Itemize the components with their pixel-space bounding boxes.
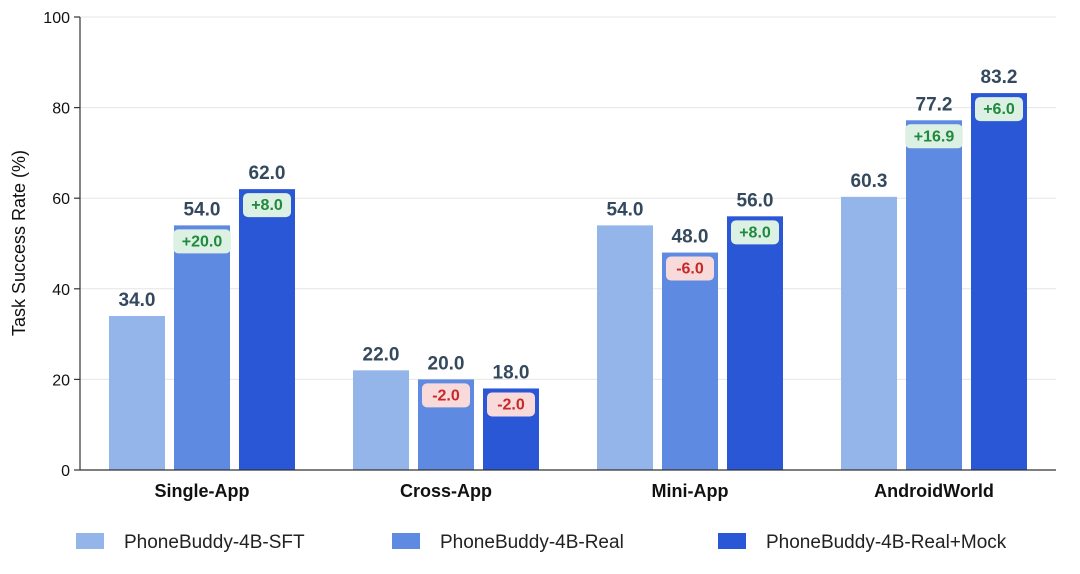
bar-value-label: 83.2 <box>981 67 1018 88</box>
bar <box>353 370 409 470</box>
delta-badge-text: -6.0 <box>676 261 704 278</box>
legend-swatch <box>718 533 746 549</box>
delta-badge-negative: -2.0 <box>422 383 470 408</box>
bar-value-label: 54.0 <box>184 199 221 220</box>
bar-value-label: 20.0 <box>428 353 465 374</box>
bar-value-label: 77.2 <box>916 94 953 115</box>
bar-value-label: 56.0 <box>737 190 774 211</box>
delta-badge-text: +20.0 <box>182 233 223 250</box>
bar-value-label: 22.0 <box>363 344 400 365</box>
x-category-label: Single-App <box>155 481 250 501</box>
bar-value-label: 34.0 <box>119 290 156 311</box>
bar <box>906 120 962 470</box>
legend-item: PhoneBuddy-4B-SFT <box>76 532 305 553</box>
delta-badge-negative: -6.0 <box>666 256 714 281</box>
delta-badge-bg <box>173 229 231 254</box>
delta-badge-positive: +8.0 <box>731 220 779 245</box>
bar <box>174 225 230 470</box>
y-tick-label: 0 <box>61 463 70 480</box>
x-category-labels: Single-App Cross-App Mini-App AndroidWorld <box>155 481 994 501</box>
legend-item: PhoneBuddy-4B-Real+Mock <box>718 532 1007 553</box>
y-ticks: 0 20 40 60 80 100 <box>43 10 80 480</box>
legend-label: PhoneBuddy-4B-Real <box>440 532 624 553</box>
delta-badge-positive: +8.0 <box>243 193 291 218</box>
bar-value-label: 60.3 <box>851 171 888 192</box>
bar-value-label: 18.0 <box>493 362 530 383</box>
bar <box>841 196 897 470</box>
delta-badge-positive: +6.0 <box>975 97 1023 122</box>
bar <box>971 93 1027 470</box>
bar <box>662 252 718 470</box>
axes <box>79 17 1056 471</box>
bar-value-label: 62.0 <box>249 163 286 184</box>
delta-badge-positive: +20.0 <box>173 229 231 254</box>
y-tick-label: 100 <box>43 10 70 27</box>
delta-badge-text: -2.0 <box>497 396 525 413</box>
delta-badge-text: +16.9 <box>914 128 955 145</box>
delta-badges: +20.0 +8.0 -2.0 -2.0 -6.0 +8.0 +16.9 +6.0 <box>173 97 1023 417</box>
y-axis-title: Task Success Rate (%) <box>9 150 29 336</box>
legend-item: PhoneBuddy-4B-Real <box>392 532 624 553</box>
bar <box>597 225 653 470</box>
legend-swatch <box>76 533 104 549</box>
y-tick-label: 80 <box>52 101 70 118</box>
delta-badge-bg <box>666 256 714 281</box>
delta-badge-positive: +16.9 <box>905 124 963 149</box>
bar-value-label: 48.0 <box>672 227 709 248</box>
delta-badge-text: +8.0 <box>251 197 283 214</box>
y-tick-label: 60 <box>52 191 70 208</box>
x-category-label: Cross-App <box>400 481 492 501</box>
y-tick-label: 20 <box>52 372 70 389</box>
delta-badge-bg <box>243 193 291 218</box>
delta-badge-text: +8.0 <box>739 224 771 241</box>
delta-badge-bg <box>975 97 1023 122</box>
legend-label: PhoneBuddy-4B-SFT <box>124 532 305 553</box>
legend-swatch <box>392 533 420 549</box>
x-category-label: Mini-App <box>652 481 729 501</box>
delta-badge-bg <box>731 220 779 245</box>
delta-badge-text: -2.0 <box>432 387 460 404</box>
bar-value-label: 54.0 <box>607 199 644 220</box>
value-labels: 34.0 54.0 62.0 22.0 20.0 18.0 54.0 48.0 56.0 60.3… <box>119 67 1018 383</box>
bar <box>239 189 295 470</box>
delta-badge-negative: -2.0 <box>487 392 535 417</box>
delta-badge-bg <box>487 392 535 417</box>
legend-label: PhoneBuddy-4B-Real+Mock <box>766 532 1007 553</box>
bar <box>109 315 165 470</box>
y-tick-label: 40 <box>52 282 70 299</box>
delta-badge-bg <box>905 124 963 149</box>
bars <box>109 93 1027 470</box>
delta-badge-text: +6.0 <box>983 101 1015 118</box>
bar <box>727 216 783 470</box>
delta-badge-bg <box>422 383 470 408</box>
x-category-label: AndroidWorld <box>874 481 994 501</box>
legend: PhoneBuddy-4B-SFT PhoneBuddy-4B-Real Phone… <box>76 532 1007 553</box>
